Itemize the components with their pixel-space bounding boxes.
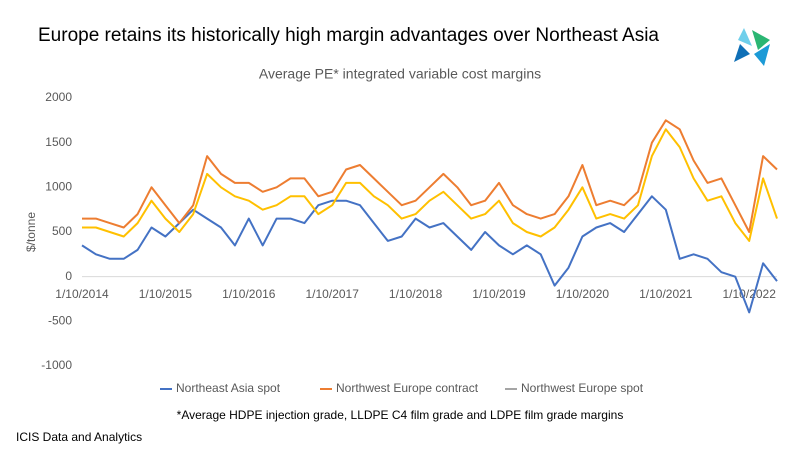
series-line: [82, 128, 778, 242]
source: ICIS Data and Analytics: [16, 430, 142, 444]
chart-title: Europe retains its historically high mar…: [38, 25, 659, 46]
y-axis-label: $/tonne: [24, 212, 38, 252]
series-line: [82, 119, 778, 233]
legend-label: Northwest Europe contract: [336, 381, 479, 395]
x-tick-label: 1/10/2018: [389, 287, 443, 301]
y-tick-label: 0: [65, 269, 72, 283]
x-tick-label: 1/10/2016: [222, 287, 276, 301]
chart-subtitle: Average PE* integrated variable cost mar…: [259, 66, 541, 82]
footnote: *Average HDPE injection grade, LLDPE C4 …: [177, 408, 624, 422]
x-tick-label: 1/10/2022: [723, 287, 777, 301]
legend-label: Northwest Europe spot: [521, 381, 644, 395]
x-tick-label: 1/10/2020: [556, 287, 610, 301]
x-tick-label: 1/10/2019: [472, 287, 526, 301]
logo: [734, 28, 770, 66]
y-tick-label: 1000: [45, 180, 72, 194]
legend-label: Northeast Asia spot: [176, 381, 281, 395]
series-line: [81, 195, 778, 314]
y-tick-label: 1500: [45, 135, 72, 149]
x-tick-label: 1/10/2017: [306, 287, 360, 301]
x-tick-label: 1/10/2015: [139, 287, 193, 301]
y-tick-label: 2000: [45, 90, 72, 104]
y-tick-label: -1000: [41, 358, 72, 372]
x-tick-label: 1/10/2021: [639, 287, 693, 301]
y-tick-label: 500: [52, 224, 72, 238]
y-tick-label: -500: [48, 314, 72, 328]
x-tick-label: 1/10/2014: [55, 287, 109, 301]
